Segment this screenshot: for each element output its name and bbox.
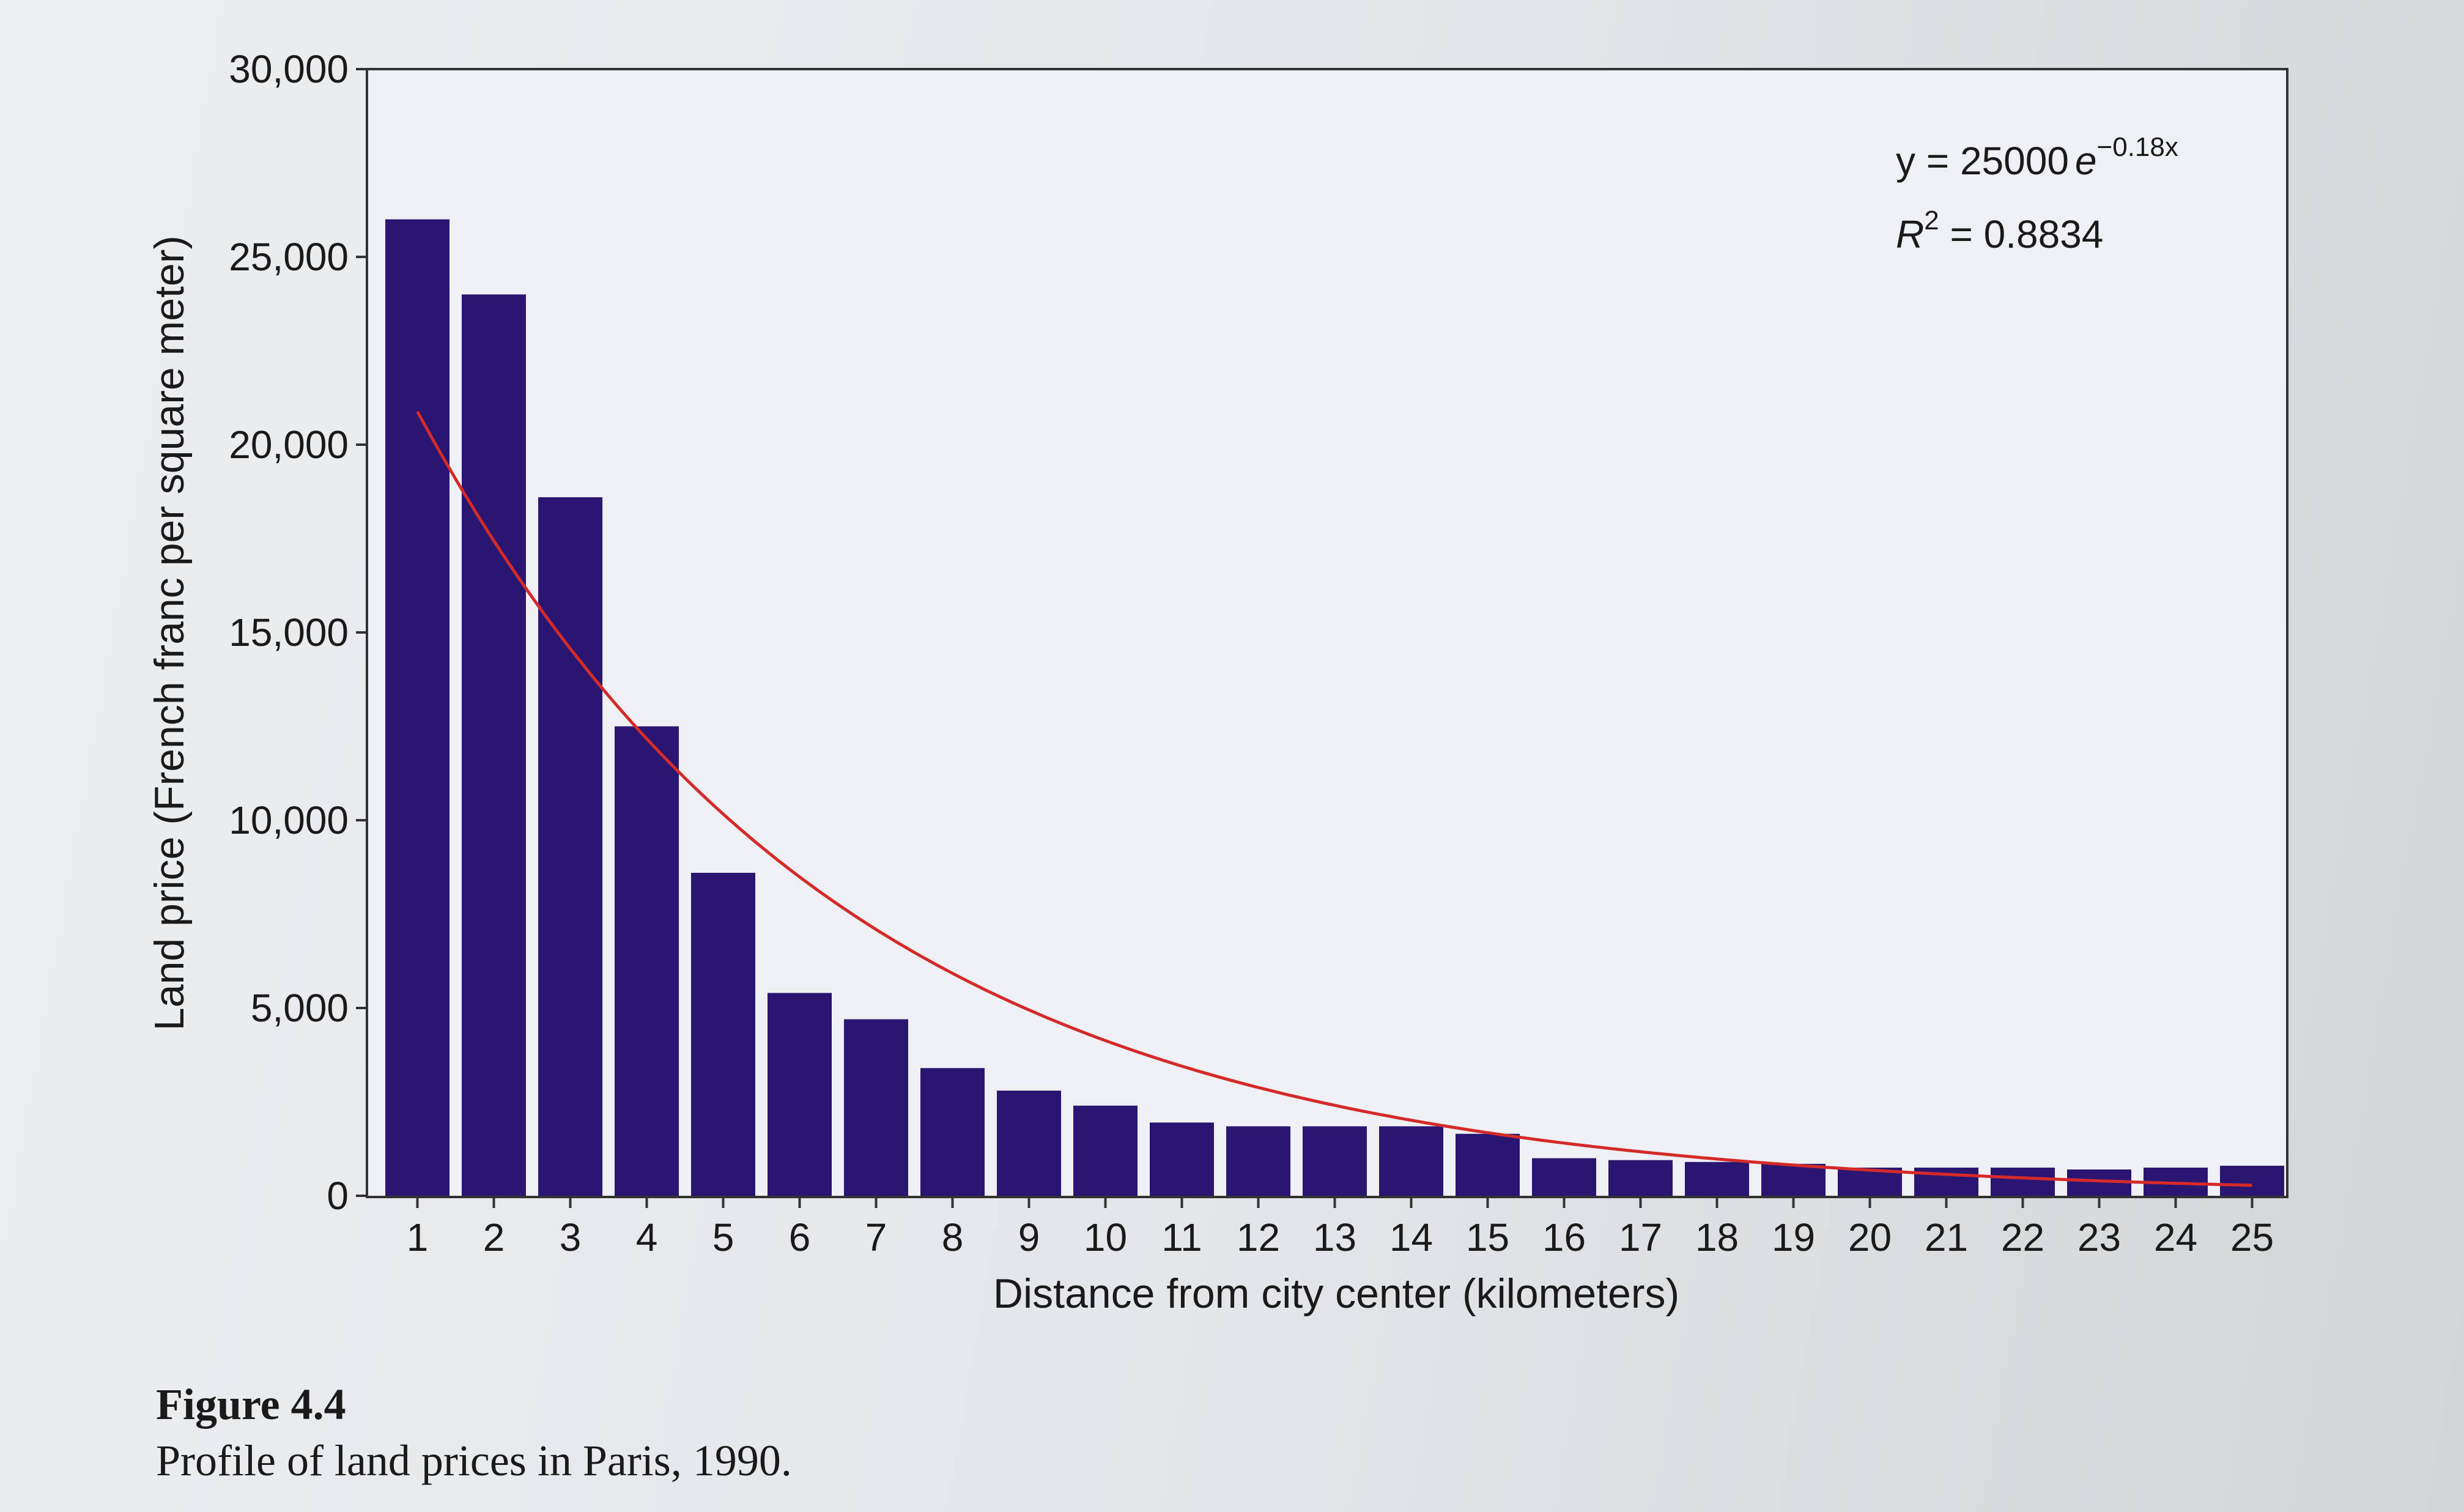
bar-1 [385, 219, 450, 1196]
x-tick-label: 14 [1389, 1215, 1433, 1259]
x-ticks-group: 1 2 3 4 5 6 7 8 9 10 11 12 13 14 15 16 17 18 19 20 21 22 23 24 2… [407, 1197, 2274, 1259]
figure-caption: Figure 4.4 Profile of land prices in Par… [156, 1376, 792, 1489]
bar-2 [462, 294, 526, 1196]
x-tick-label: 19 [1772, 1215, 1815, 1259]
trendline-curve [416, 410, 2252, 1187]
bar-10 [1073, 1105, 1138, 1196]
x-tick-label: 5 [712, 1215, 734, 1259]
trend-equation: y = 25000 e−0.18x [1896, 132, 2178, 183]
bar-22 [1991, 1167, 2055, 1196]
equation-lhs: y = 25000 [1896, 139, 2069, 183]
r-squared-label: R2 = 0.8834 [1896, 206, 2103, 256]
bar-3 [538, 497, 602, 1196]
bar-4 [615, 726, 679, 1196]
y-tick-label: 25,000 [229, 235, 349, 279]
plot-frame [366, 68, 2288, 1198]
bar-13 [1303, 1126, 1367, 1196]
bar-9 [997, 1091, 1061, 1196]
bar-14 [1379, 1126, 1443, 1196]
r2-superscript: 2 [1924, 206, 1939, 235]
equation-exponent: −0.18x [2097, 132, 2178, 162]
bar-18 [1685, 1162, 1749, 1196]
bar-7 [844, 1019, 908, 1196]
bar-5 [691, 872, 755, 1196]
bar-15 [1456, 1133, 1520, 1196]
y-ticks-group: 0 5,000 10,000 15,000 20,000 25,000 30,000 [229, 47, 367, 1218]
r2-value: = 0.8834 [1939, 212, 2104, 256]
x-tick-label: 25 [2230, 1215, 2274, 1259]
x-tick-label: 13 [1313, 1215, 1356, 1259]
x-tick-label: 11 [1161, 1215, 1202, 1259]
x-axis-label: Distance from city center (kilometers) [993, 1270, 1679, 1317]
x-tick-label: 17 [1619, 1215, 1662, 1259]
x-tick-label: 22 [2001, 1215, 2044, 1259]
x-tick-label: 4 [636, 1215, 658, 1259]
y-axis-label: Land price (French franc per square mete… [146, 235, 193, 1031]
equation-base: e [2075, 139, 2097, 183]
bar-12 [1226, 1126, 1290, 1196]
y-tick-label: 30,000 [229, 47, 349, 91]
x-tick-label: 21 [1925, 1215, 1968, 1259]
y-tick-label: 15,000 [229, 610, 349, 654]
x-tick-label: 23 [2077, 1215, 2121, 1259]
x-tick-label: 18 [1695, 1215, 1739, 1259]
y-tick-label: 20,000 [229, 423, 349, 467]
x-tick-label: 8 [942, 1215, 964, 1259]
x-tick-label: 20 [1848, 1215, 1892, 1259]
bar-8 [920, 1068, 985, 1196]
x-tick-label: 10 [1084, 1215, 1127, 1259]
bar-17 [1608, 1160, 1673, 1196]
x-tick-label: 9 [1018, 1215, 1040, 1259]
r2-letter: R [1896, 212, 1924, 256]
x-tick-label: 2 [483, 1215, 505, 1259]
x-tick-label: 6 [789, 1215, 811, 1259]
figure-caption-text: Profile of land prices in Paris, 1990. [156, 1436, 792, 1485]
bar-11 [1150, 1122, 1214, 1196]
y-tick-label: 0 [327, 1174, 349, 1218]
y-tick-label: 5,000 [251, 986, 349, 1030]
bar-16 [1532, 1158, 1596, 1196]
bar-6 [768, 993, 832, 1196]
x-tick-label: 16 [1542, 1215, 1586, 1259]
bar-25 [2220, 1165, 2284, 1196]
y-tick-label: 10,000 [229, 798, 349, 842]
x-tick-label: 1 [407, 1215, 429, 1259]
x-tick-label: 24 [2154, 1215, 2197, 1259]
x-tick-label: 3 [560, 1215, 582, 1259]
x-tick-label: 15 [1466, 1215, 1509, 1259]
bars-group [385, 219, 2284, 1196]
x-tick-label: 12 [1237, 1215, 1280, 1259]
bar-19 [1761, 1163, 1826, 1196]
x-tick-label: 7 [865, 1215, 887, 1259]
figure-label: Figure 4.4 [156, 1380, 346, 1429]
